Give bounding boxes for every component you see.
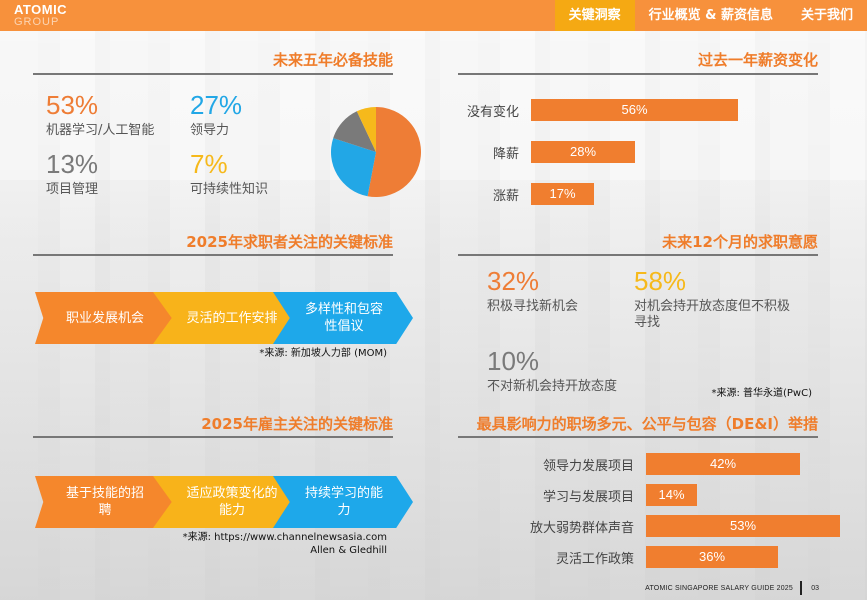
skill-pct: 7%	[190, 149, 228, 179]
seeker-step-diversity: 多样性和包容性倡议	[273, 292, 413, 344]
logo-line2: GROUP	[14, 16, 60, 28]
skill-label: 项目管理	[46, 182, 99, 197]
seekers-process: 职业发展机会 灵活的工作安排 多样性和包容性倡议	[35, 292, 415, 344]
skill-label: 可持续性知识	[190, 182, 269, 197]
dei-row: 灵活工作政策 36%	[520, 546, 778, 568]
skill-pct: 13%	[46, 149, 99, 179]
intent-label: 对机会持开放态度但不积极寻找	[634, 299, 791, 330]
intent-source: *来源: 普华永道(PwC)	[711, 388, 812, 399]
nav-about-us[interactable]: 关于我们	[800, 8, 853, 23]
employers-source-line2: Allen & Gledhill	[310, 545, 387, 556]
pie-slice-0	[367, 107, 421, 197]
intent-label: 不对新机会持开放态度	[487, 379, 618, 394]
employers-divider	[33, 436, 393, 438]
salary-title: 过去一年薪资变化	[697, 51, 818, 69]
dei-label: 放大弱势群体声音	[529, 520, 634, 536]
dei-bar: 36%	[646, 546, 778, 568]
skill-stat-leadership: 27% 领导力	[190, 90, 242, 139]
salary-bar: 17%	[531, 183, 594, 205]
intent-stat-open: 58% 对机会持开放态度但不积极寻找	[634, 266, 794, 331]
skill-stat-pm: 13% 项目管理	[46, 149, 98, 198]
employer-step-learning: 持续学习的能力	[273, 476, 413, 528]
seekers-source: *来源: 新加坡人力部 (MOM)	[259, 348, 387, 359]
seekers-title: 2025年求职者关注的关键标准	[186, 233, 393, 251]
employers-source: *来源: https://www.channelnewsasia.com All…	[170, 531, 387, 557]
dei-row: 领导力发展项目 42%	[520, 453, 800, 475]
dei-bar: 42%	[646, 453, 800, 475]
nav-key-insights[interactable]: 关键洞察	[554, 0, 635, 31]
skill-pct: 53%	[46, 90, 99, 120]
pie-slice-1	[331, 138, 376, 197]
skills-pie-chart	[331, 107, 421, 197]
dei-row: 放大弱势群体声音 53%	[520, 515, 840, 537]
page-number: 03	[811, 585, 819, 592]
skills-divider	[33, 73, 393, 75]
salary-label: 没有变化	[466, 104, 519, 120]
employers-title: 2025年雇主关注的关键标准	[201, 415, 393, 433]
dei-label: 灵活工作政策	[555, 551, 634, 567]
intent-pct: 58%	[634, 266, 687, 296]
top-bar: ATOMIC GROUP 关键洞察 行业概览 & 薪资信息 关于我们	[0, 0, 867, 31]
intent-divider	[458, 254, 818, 256]
intent-stat-active: 32% 积极寻找新机会	[487, 266, 578, 315]
dei-label: 领导力发展项目	[542, 458, 634, 474]
dei-label: 学习与发展项目	[542, 489, 634, 505]
nav-industry-overview[interactable]: 行业概览 & 薪资信息	[648, 8, 773, 23]
dei-title: 最具影响力的职场多元、公平与包容（DE&I）举措	[476, 415, 818, 433]
salary-row: 降薪 28%	[455, 141, 635, 163]
salary-row: 没有变化 56%	[455, 99, 738, 121]
dei-divider	[458, 436, 818, 438]
salary-divider	[458, 73, 818, 75]
salary-label: 降薪	[492, 146, 519, 162]
salary-bar: 28%	[531, 141, 635, 163]
employer-step-skills: 基于技能的招聘	[35, 476, 173, 528]
skill-label: 机器学习/人工智能	[46, 123, 155, 138]
skill-label: 领导力	[190, 123, 230, 138]
intent-stat-closed: 10% 不对新机会持开放态度	[487, 346, 617, 395]
dei-row: 学习与发展项目 14%	[520, 484, 697, 506]
skill-pct: 27%	[190, 90, 243, 120]
logo-line1: ATOMIC	[14, 2, 68, 17]
footer-divider	[800, 581, 802, 595]
skill-stat-sustainability: 7% 可持续性知识	[190, 149, 268, 198]
salary-label: 涨薪	[492, 188, 519, 204]
dei-bar: 14%	[646, 484, 697, 506]
seekers-divider	[33, 254, 393, 256]
pie-slice-2	[333, 111, 376, 152]
intent-pct: 10%	[487, 346, 540, 376]
intent-title: 未来12个月的求职意愿	[662, 233, 818, 251]
salary-bar: 56%	[531, 99, 738, 121]
pie-slice-3	[356, 107, 376, 152]
atomic-group-logo[interactable]: ATOMIC GROUP	[14, 3, 74, 29]
main-nav: 关键洞察 行业概览 & 薪资信息 关于我们	[554, 0, 867, 31]
dei-bar: 53%	[646, 515, 840, 537]
skills-title: 未来五年必备技能	[272, 51, 393, 69]
employers-source-line1: *来源: https://www.channelnewsasia.com	[182, 532, 387, 543]
footer-guide-title: ATOMIC SINGAPORE SALARY GUIDE 2025	[645, 585, 793, 592]
employers-process: 基于技能的招聘 适应政策变化的能力 持续学习的能力	[35, 476, 415, 528]
skill-stat-ml: 53% 机器学习/人工智能	[46, 90, 154, 139]
seeker-step-career: 职业发展机会	[35, 292, 173, 344]
intent-pct: 32%	[487, 266, 540, 296]
intent-label: 积极寻找新机会	[487, 299, 579, 314]
salary-row: 涨薪 17%	[455, 183, 594, 205]
